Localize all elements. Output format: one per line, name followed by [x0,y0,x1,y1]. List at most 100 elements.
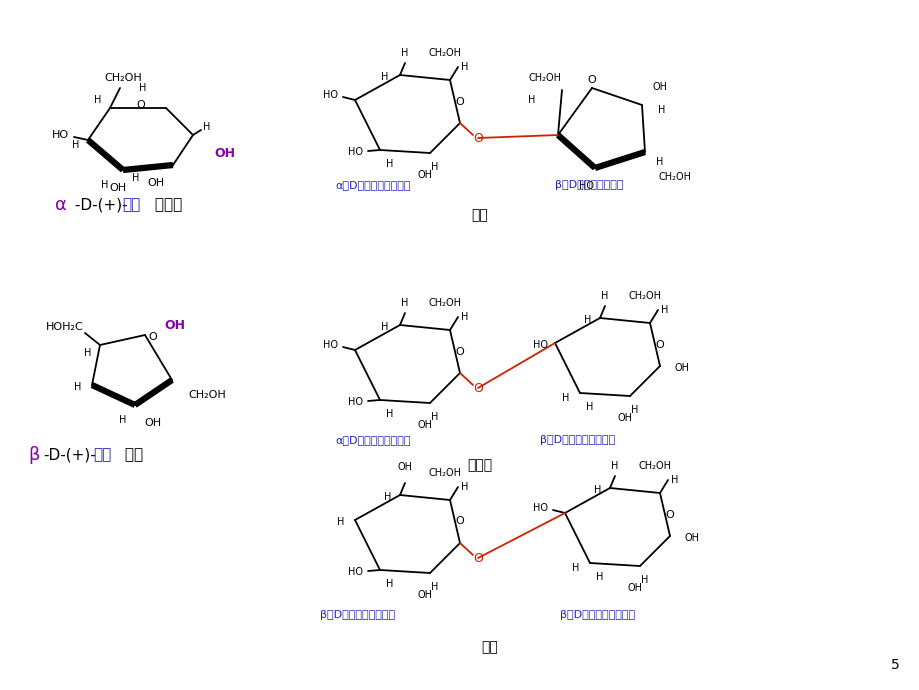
Text: OH: OH [214,146,235,159]
Text: 呋喃: 呋喃 [93,448,111,462]
Text: H: H [101,180,108,190]
Text: β－D－呋喃果糖单元: β－D－呋喃果糖单元 [554,180,623,190]
Text: H: H [585,402,593,412]
Text: OH: OH [417,420,432,430]
Text: HOH₂C: HOH₂C [46,322,84,332]
Text: H: H [95,95,102,105]
Text: H: H [596,572,603,582]
Text: H: H [641,575,648,585]
Text: H: H [85,348,92,358]
Text: α: α [55,196,67,214]
Text: O: O [472,551,482,564]
Text: H: H [132,172,140,182]
Text: 乳糖: 乳糖 [482,640,498,654]
Text: α－D－吡喃葡萄糖单元: α－D－吡喃葡萄糖单元 [335,435,410,445]
Text: OH: OH [144,418,162,428]
Text: HO: HO [348,147,363,157]
Text: β: β [28,446,40,464]
Text: H: H [386,579,393,589]
Text: H: H [380,322,388,332]
Text: OH: OH [165,319,186,331]
Text: OH: OH [684,533,698,543]
Text: H: H [401,298,408,308]
Text: H: H [528,95,535,105]
Text: OH: OH [147,177,165,188]
Text: H: H [203,122,210,132]
Text: β－D－吡喃半乳糖单元: β－D－吡喃半乳糖单元 [320,610,394,620]
Text: H: H [610,461,618,471]
Text: CH₂OH: CH₂OH [187,390,226,400]
Text: OH: OH [674,363,688,373]
Text: O: O [472,382,482,395]
Text: O: O [455,517,464,526]
Text: CH₂OH: CH₂OH [528,73,561,83]
Text: β－D－吡喃葡萄糖单元: β－D－吡喃葡萄糖单元 [560,610,634,620]
Text: H: H [572,563,579,573]
Text: 麦芽糖: 麦芽糖 [467,458,492,472]
Text: β－D－吡喃葡萄糖单元: β－D－吡喃葡萄糖单元 [539,435,615,445]
Text: HO: HO [51,130,69,140]
Text: H: H [431,162,438,172]
Text: HO: HO [533,340,548,350]
Text: H: H [671,475,678,485]
Text: H: H [431,582,438,592]
Text: H: H [460,312,468,322]
Text: -D-(+)-: -D-(+)- [43,448,96,462]
Text: O: O [655,339,664,350]
Text: O: O [472,132,482,144]
Text: 吡喃: 吡喃 [122,197,140,213]
Text: H: H [337,517,345,527]
Text: OH: OH [417,590,432,600]
Text: H: H [73,140,80,150]
Text: H: H [460,482,468,492]
Text: CH₂OH: CH₂OH [658,172,691,182]
Text: H: H [384,492,391,502]
Text: H: H [139,83,146,93]
Text: H: H [594,485,601,495]
Text: H: H [386,159,393,169]
Text: O: O [149,332,157,342]
Text: CH₂OH: CH₂OH [428,48,461,58]
Text: O: O [665,509,674,520]
Text: H: H [661,305,668,315]
Text: HO: HO [533,503,548,513]
Text: CH₂OH: CH₂OH [638,461,671,471]
Text: OH: OH [397,462,412,472]
Text: α－D－吡喃葡萄糖单元: α－D－吡喃葡萄糖单元 [335,180,410,190]
Text: H: H [386,409,393,419]
Text: H: H [630,405,638,415]
Text: OH: OH [627,583,641,593]
Text: O: O [587,75,596,85]
Text: HO: HO [348,567,363,577]
Text: H: H [562,393,569,403]
Text: OH: OH [617,413,632,423]
Text: 葡萄糖: 葡萄糖 [150,197,182,213]
Text: H: H [460,62,468,72]
Text: CH₂OH: CH₂OH [428,468,461,478]
Text: H: H [431,412,438,422]
Text: CH₂OH: CH₂OH [628,291,661,301]
Text: HO: HO [579,181,594,191]
Text: H: H [380,72,388,82]
Text: OH: OH [652,82,667,92]
Text: H: H [601,291,608,301]
Text: CH₂OH: CH₂OH [428,298,461,308]
Text: HO: HO [348,397,363,407]
Text: OH: OH [417,170,432,180]
Text: H: H [119,415,127,425]
Text: HO: HO [323,340,338,350]
Text: H: H [658,105,665,115]
Text: 5: 5 [890,658,899,672]
Text: O: O [455,346,464,357]
Text: O: O [455,97,464,106]
Text: CH₂OH: CH₂OH [104,73,142,83]
Text: O: O [137,100,145,110]
Text: H: H [401,48,408,58]
Text: H: H [74,382,82,392]
Text: 果糖: 果糖 [119,448,143,462]
Text: -D-(+)-: -D-(+)- [70,197,128,213]
Text: HO: HO [323,90,338,100]
Text: H: H [584,315,591,325]
Text: 蔗糖: 蔗糖 [471,208,488,222]
Text: OH: OH [109,183,127,193]
